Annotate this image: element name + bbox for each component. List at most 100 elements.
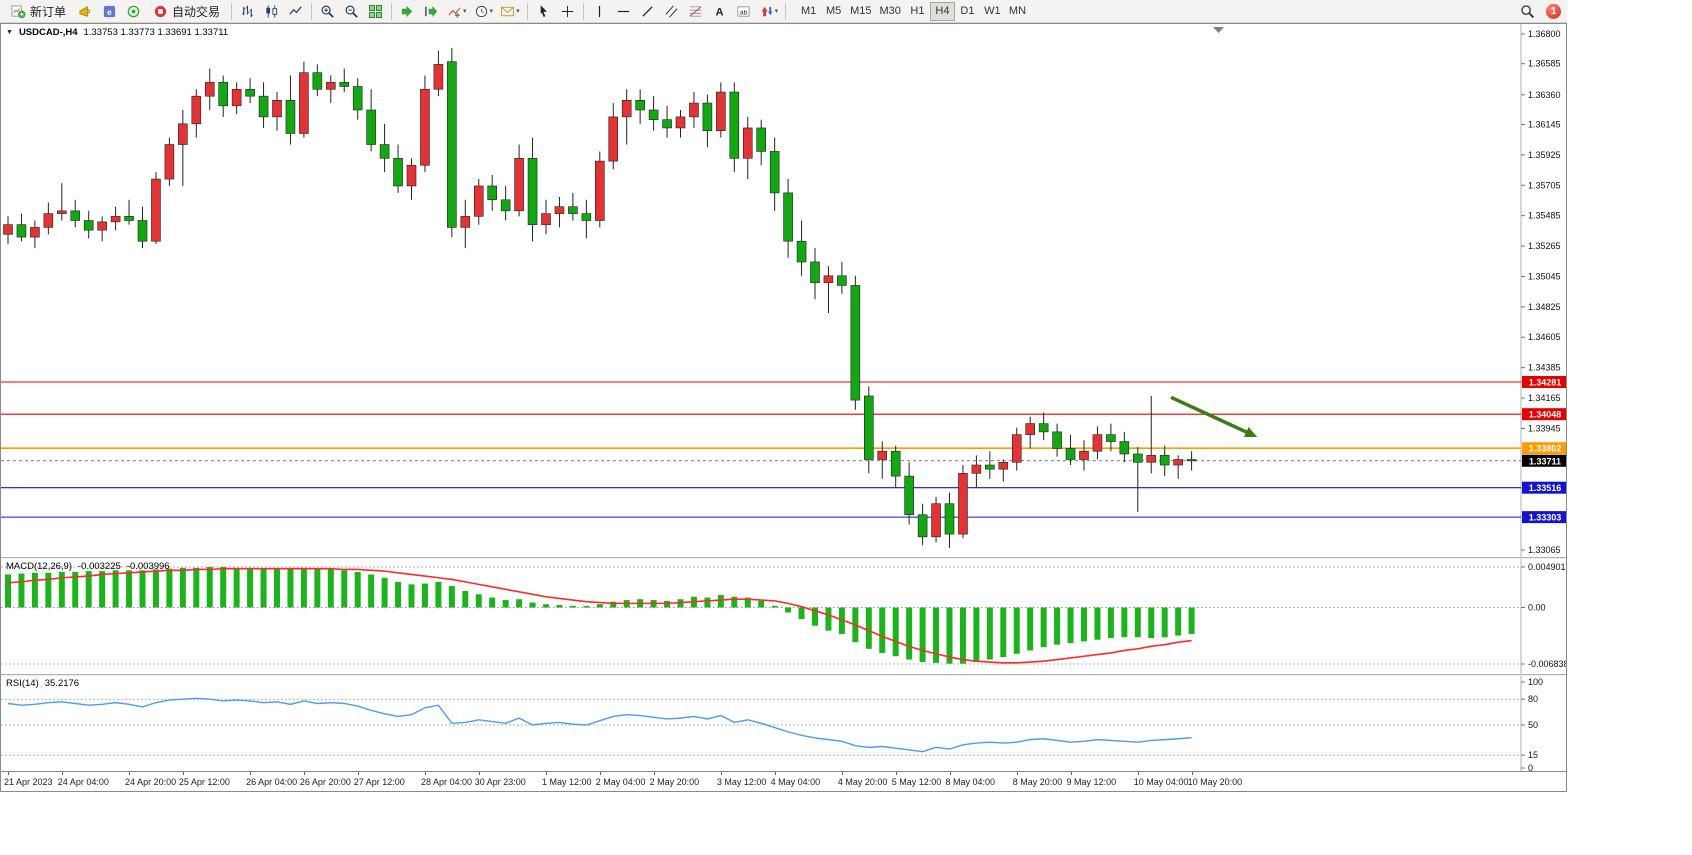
time-axis-tick — [895, 772, 897, 775]
metaeditor-button[interactable]: e — [98, 1, 121, 22]
label-tool-button[interactable]: ab — [732, 1, 755, 22]
dropdown-caret-icon: ▾ — [774, 8, 779, 15]
candlestick-chart-button[interactable] — [260, 1, 283, 22]
indicators-button[interactable]: ▾ — [444, 1, 470, 22]
price-chart[interactable]: 1.36800 1.36585 1.36360 1.36145 1.35925 1.357… — [1, 24, 1566, 557]
zoom-out-icon — [345, 5, 358, 18]
time-axis-tick — [841, 772, 843, 775]
channel-tool-button[interactable] — [660, 1, 683, 22]
optimization-button[interactable] — [122, 1, 145, 22]
search-icon — [1521, 4, 1535, 18]
time-axis-tick — [129, 772, 131, 775]
timeframe-button-H1[interactable]: H1 — [905, 2, 930, 21]
collapse-chart-button[interactable]: ▼ — [6, 29, 13, 36]
chart-window: 1.36800 1.36585 1.36360 1.36145 1.35925 1.357… — [0, 23, 1567, 792]
svg-text:e: e — [107, 6, 112, 16]
auto-scroll-button[interactable] — [396, 1, 419, 22]
wizard-horn-icon — [79, 5, 90, 17]
timeframe-button-M15[interactable]: M15 — [846, 2, 875, 21]
horizontal-line-tool-button[interactable] — [612, 1, 635, 22]
chart-shift-button[interactable] — [420, 1, 443, 22]
timeframe-button-MN[interactable]: MN — [1005, 2, 1030, 21]
crosshair-button[interactable] — [556, 1, 579, 22]
macd-value-histogram: -0.003225 — [78, 561, 121, 572]
panel-splitter[interactable] — [1, 557, 1566, 559]
price-axis-label: 1.34385 — [1528, 363, 1561, 373]
dropdown-caret-icon: ▾ — [463, 8, 467, 15]
bar-chart-button[interactable] — [236, 1, 259, 22]
auto-trading-button[interactable]: 自动交易 — [146, 1, 227, 22]
zoom-in-icon — [321, 5, 334, 18]
crosshair-icon — [561, 5, 573, 17]
price-axis-label: 1.36360 — [1528, 90, 1561, 100]
svg-text:ab: ab — [739, 9, 747, 16]
trend-arrow-annotation[interactable] — [1170, 395, 1250, 435]
rsi-chart[interactable]: 100 80 50 15 0 — [1, 676, 1566, 771]
line-chart-button[interactable] — [284, 1, 307, 22]
search-button[interactable] — [1516, 1, 1539, 22]
time-axis-label: 30 Apr 23:00 — [474, 777, 526, 787]
chart-shift-icon — [425, 5, 438, 17]
time-axis[interactable]: 21 Apr 2023 24 Apr 04:00 24 Apr 20:00 25 Ap… — [1, 771, 1566, 791]
trend-arrow-head — [1243, 427, 1258, 438]
cursor-button[interactable] — [532, 1, 555, 22]
time-axis-label: 3 May 12:00 — [716, 777, 767, 787]
timeframe-button-M1[interactable]: M1 — [796, 2, 821, 21]
arrows-tool-button[interactable]: ▾ — [756, 1, 782, 22]
macd-panel: 0.004901 0.00 -0.006838 MACD(12,26,9) -0.0… — [1, 559, 1566, 674]
tile-windows-button[interactable] — [364, 1, 387, 22]
chart-header: ▼ USDCAD-,H4 1.33753 1.33773 1.33691 1.3… — [6, 27, 228, 38]
time-axis-tick — [1070, 772, 1072, 775]
panel-splitter[interactable] — [1, 674, 1566, 676]
price-badge — [1522, 376, 1566, 389]
macd-chart[interactable]: 0.004901 0.00 -0.006838 — [1, 559, 1566, 674]
trendline-icon — [641, 5, 653, 17]
trendline-tool-button[interactable] — [636, 1, 659, 22]
time-axis-label: 8 May 20:00 — [1012, 777, 1063, 787]
time-axis-tick — [1191, 772, 1193, 775]
vertical-line-icon — [598, 5, 600, 17]
price-axis-label: 1.34825 — [1528, 302, 1561, 312]
time-axis-label: 21 Apr 2023 — [4, 777, 53, 787]
auto-trading-icon — [154, 5, 167, 17]
time-axis-label: 24 Apr 04:00 — [57, 777, 109, 787]
vertical-line-tool-button[interactable] — [588, 1, 611, 22]
price-axis-label: 1.34605 — [1528, 332, 1561, 342]
timeframe-button-W1[interactable]: W1 — [980, 2, 1005, 21]
mql5-wizard-button[interactable] — [74, 1, 97, 22]
timeframe-button-M5[interactable]: M5 — [821, 2, 846, 21]
price-axis-label: 1.34165 — [1528, 393, 1561, 403]
timeframe-button-D1[interactable]: D1 — [955, 2, 980, 21]
notification-badge[interactable]: 1 — [1546, 3, 1561, 19]
horizontal-line-icon — [617, 10, 629, 12]
new-order-button[interactable]: 新订单 — [4, 1, 73, 22]
candles-layer — [3, 47, 1197, 548]
periods-button[interactable]: ▾ — [471, 1, 497, 22]
text-label-icon: ab — [736, 5, 750, 17]
fibonacci-tool-button[interactable] — [684, 1, 707, 22]
macd-value-signal: -0.003996 — [126, 561, 170, 572]
time-axis-tick — [546, 772, 547, 775]
time-axis-label: 25 Apr 12:00 — [178, 777, 230, 787]
timeframe-button-M30[interactable]: M30 — [876, 2, 905, 21]
time-axis-label: 26 Apr 04:00 — [246, 777, 298, 787]
text-tool-button[interactable]: A — [708, 1, 731, 22]
macd-histogram-layer — [5, 567, 1195, 664]
templates-button[interactable]: ▾ — [497, 1, 523, 22]
dropdown-caret-icon: ▾ — [516, 8, 520, 15]
chart-symbol-period: USDCAD-,H4 — [18, 27, 78, 38]
time-axis-label: 26 Apr 20:00 — [299, 777, 351, 787]
chart-shift-marker[interactable] — [1213, 27, 1224, 33]
auto-scroll-icon — [401, 5, 413, 17]
time-axis-label: 1 May 12:00 — [542, 777, 592, 787]
rsi-value: 35.2176 — [44, 678, 80, 689]
time-axis-label: 5 May 12:00 — [891, 777, 942, 787]
toolbar-separator — [391, 2, 393, 20]
chart-ohlc-values: 1.33753 1.33773 1.33691 1.33711 — [83, 27, 229, 38]
zoom-in-button[interactable] — [316, 1, 339, 22]
timeframe-button-H4[interactable]: H4 — [929, 1, 955, 21]
price-badge — [1522, 511, 1566, 524]
price-axis-label: 1.35265 — [1528, 241, 1561, 251]
zoom-out-button[interactable] — [340, 1, 363, 22]
